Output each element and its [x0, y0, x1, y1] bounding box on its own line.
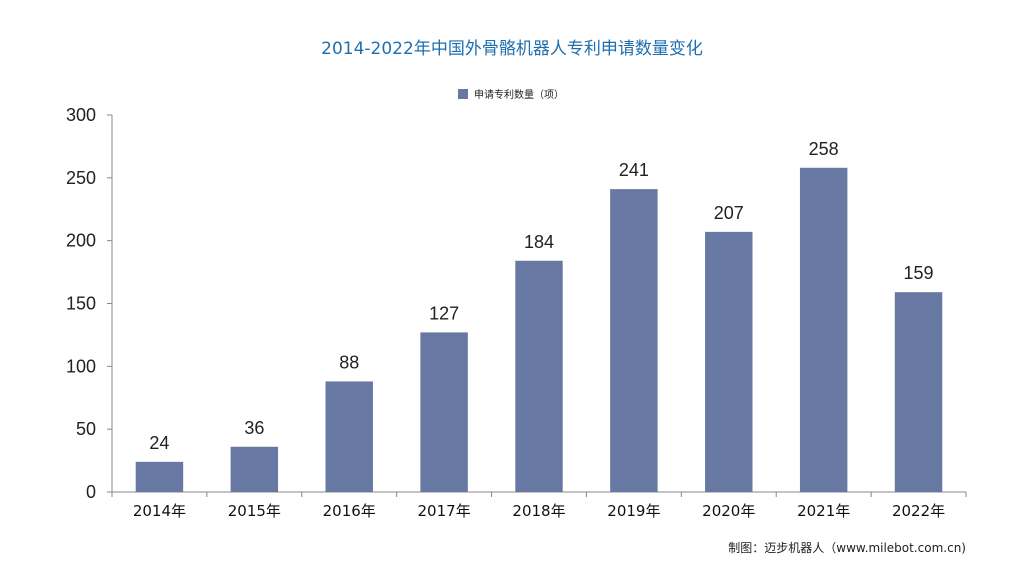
- bar-value-label: 207: [714, 203, 744, 223]
- page-title: 2014-2022年中国外骨骼机器人专利申请数量变化: [321, 39, 703, 59]
- bar: [325, 381, 373, 492]
- y-axis: 0 50 100 150 200 250 300: [66, 105, 113, 502]
- bar-value-label: 159: [904, 263, 934, 283]
- y-tick-label: 300: [66, 105, 96, 125]
- bar: [135, 461, 184, 492]
- x-axis: 2014年 2015年 2016年 2017年 2018年 2019年 2020年 2021年…: [111, 491, 967, 520]
- bar: [705, 231, 753, 492]
- x-tick-label: 2014年: [133, 502, 186, 520]
- bar: [894, 292, 943, 492]
- bar-value-label: 24: [149, 433, 169, 453]
- bar: [420, 332, 468, 492]
- y-tick-label: 250: [66, 168, 96, 188]
- bars: 24 36 88 127 184 241 207 258 159: [135, 139, 943, 493]
- bar-value-label: 241: [619, 160, 649, 180]
- x-tick-label: 2021年: [797, 502, 850, 520]
- y-tick-label: 150: [66, 294, 96, 314]
- bar: [515, 260, 563, 492]
- x-tick-label: 2015年: [228, 502, 281, 520]
- y-tick-label: 100: [66, 356, 96, 376]
- bar: [799, 167, 848, 492]
- source-note: 制图：迈步机器人（www.milebot.com.cn): [728, 541, 966, 555]
- bar-value-label: 127: [429, 303, 459, 323]
- y-tick-label: 200: [66, 231, 96, 251]
- legend: 申请专利数量（项）: [458, 88, 564, 101]
- x-tick-label: 2016年: [323, 502, 376, 520]
- bar: [610, 189, 658, 493]
- legend-swatch: [458, 89, 468, 99]
- x-tick-label: 2019年: [607, 502, 660, 520]
- y-tick-label: 50: [76, 419, 96, 439]
- x-tick-label: 2018年: [512, 502, 565, 520]
- x-tick-label: 2022年: [892, 502, 945, 520]
- bar-value-label: 88: [339, 352, 359, 372]
- bar-value-label: 184: [524, 232, 554, 252]
- bar-value-label: 36: [244, 418, 264, 438]
- bar-value-label: 258: [809, 139, 839, 159]
- legend-label: 申请专利数量（项）: [474, 88, 564, 101]
- x-tick-label: 2017年: [418, 502, 471, 520]
- y-tick-label: 0: [86, 482, 96, 502]
- x-tick-label: 2020年: [702, 502, 755, 520]
- bar: [230, 446, 279, 492]
